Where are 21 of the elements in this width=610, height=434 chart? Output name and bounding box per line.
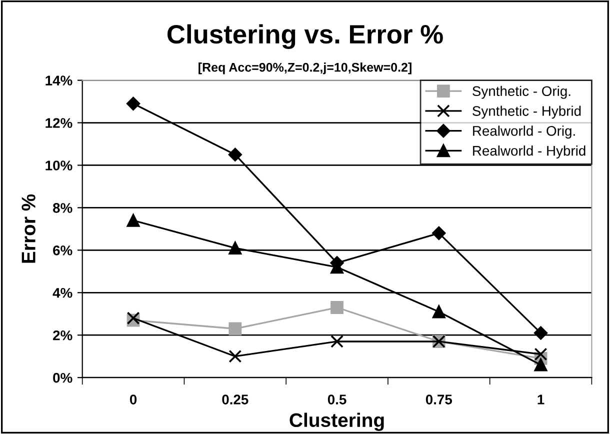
y-tick-label: 8% — [52, 203, 72, 213]
y-tick-label: 2% — [53, 330, 72, 340]
y-tick-label: 10% — [46, 160, 72, 170]
y-tick-label: 0% — [53, 372, 72, 383]
x-tick-label: 0 — [130, 394, 137, 404]
y-axis-title: Error % — [22, 194, 36, 263]
y-tick-label: 4% — [52, 288, 72, 298]
legend-label: Synthetic - Hybrid — [472, 106, 581, 119]
chart-subtitle: [Req Acc=90%,Z=0.2,j=10,Skew=0.2] — [198, 62, 412, 74]
legend-label: Realworld - Hybrid — [473, 146, 586, 158]
x-tick-label: 1 — [538, 394, 544, 404]
chart-title: Clustering vs. Error % — [168, 24, 443, 49]
y-tick-label: 12% — [46, 118, 72, 128]
legend-label: Realworld - Orig. — [473, 126, 575, 139]
y-tick-label: 6% — [53, 246, 72, 256]
x-tick-label: 0.75 — [426, 394, 452, 404]
x-tick-label: 0.25 — [222, 394, 248, 404]
y-tick-label: 14% — [46, 76, 72, 86]
legend-label: Synthetic - Orig. — [472, 86, 570, 99]
x-tick-label: 0.5 — [328, 394, 346, 404]
x-axis-title: Clustering — [290, 412, 384, 431]
